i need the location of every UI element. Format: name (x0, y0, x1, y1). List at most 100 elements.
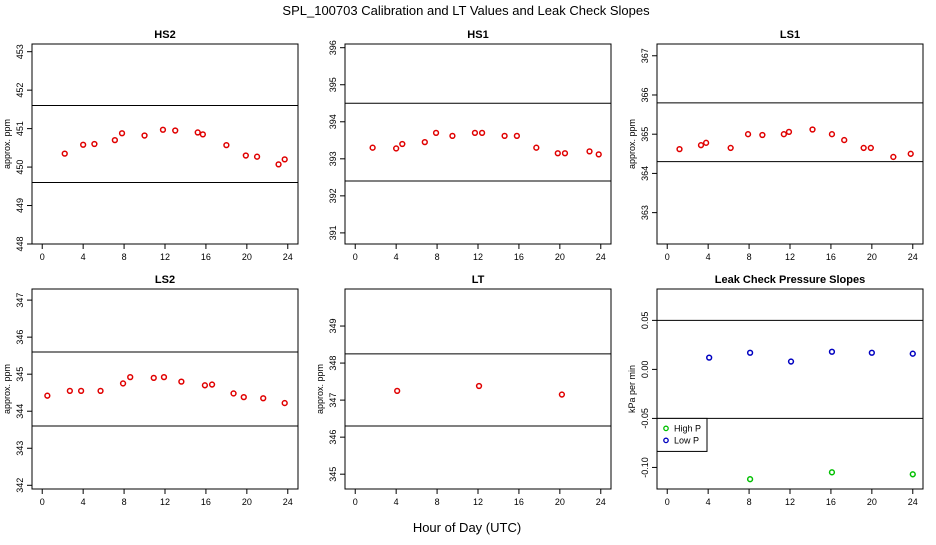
data-point (907, 150, 914, 157)
data-point (697, 142, 705, 149)
data-point (230, 390, 237, 397)
panel-2: LS1 0 4 8 12 16 20 24 363 364 365 366 367 approx. ppm (627, 29, 924, 262)
plot-frame (31, 43, 299, 245)
plot-frame (656, 288, 924, 490)
data-point (97, 387, 104, 395)
y-tick-label: 365 (640, 127, 650, 142)
y-tick-label: 364 (640, 166, 650, 181)
data-point (478, 129, 486, 137)
panel-1: HS1 0 4 8 12 16 20 24 391 392 393 394 395 396 (328, 29, 612, 262)
data-point (890, 153, 897, 161)
y-axis-label: approx. ppm (2, 119, 12, 169)
panel-4: LT 0 4 8 12 16 20 24 345 346 347 348 349 approx. ppm (315, 274, 612, 507)
data-point (746, 476, 754, 483)
data-point (558, 391, 566, 398)
y-tick-label: 349 (328, 319, 338, 334)
panel-title: LT (472, 274, 485, 286)
x-tick-label: 4 (81, 497, 86, 507)
panel-title: HS2 (154, 29, 175, 41)
data-point (421, 138, 428, 146)
x-tick-label: 24 (596, 497, 606, 507)
data-point (909, 471, 916, 478)
data-point (867, 144, 874, 152)
data-point (159, 126, 167, 133)
plot-frame (656, 43, 924, 245)
data-point (160, 373, 168, 381)
panel-title: LS2 (155, 274, 175, 286)
y-tick-label: 346 (328, 430, 338, 445)
x-tick-label: 12 (160, 252, 170, 262)
y-tick-label: 366 (640, 87, 650, 102)
data-point (471, 129, 479, 137)
legend-marker (663, 425, 669, 432)
x-tick-label: 12 (785, 497, 795, 507)
data-point (91, 140, 98, 148)
y-axis-label: kPa per min (627, 365, 637, 413)
x-tick-label: 4 (706, 497, 711, 507)
x-tick-label: 8 (122, 497, 127, 507)
data-point (80, 141, 87, 148)
y-tick-label: 394 (328, 114, 338, 129)
panel-title: Leak Check Pressure Slopes (715, 274, 865, 286)
x-tick-label: 16 (201, 497, 211, 507)
data-point (595, 151, 602, 158)
y-tick-label: 0.05 (640, 312, 650, 330)
data-point (475, 382, 483, 390)
y-tick-label: 451 (15, 121, 25, 136)
y-tick-label: 342 (15, 478, 25, 493)
data-point (841, 136, 848, 144)
legend-label: Low P (674, 435, 699, 445)
data-point (199, 131, 207, 138)
panel-title: HS1 (467, 29, 488, 41)
x-tick-label: 20 (555, 252, 565, 262)
data-point (860, 144, 867, 152)
y-tick-label: 345 (15, 367, 25, 382)
data-point (394, 387, 401, 395)
y-tick-label: 347 (15, 293, 25, 308)
x-tick-label: 16 (514, 252, 524, 262)
y-axis-label: approx. ppm (2, 364, 12, 414)
data-point (253, 153, 261, 160)
y-tick-label: 393 (328, 151, 338, 166)
y-tick-label: 453 (15, 44, 25, 59)
y-tick-label: 343 (15, 441, 25, 456)
x-tick-label: 12 (473, 252, 483, 262)
panel-0: HS2 0 4 8 12 16 20 24 448 449 450 451 452 453 approx. … (2, 29, 299, 262)
data-point (399, 140, 406, 148)
y-tick-label: 391 (328, 225, 338, 240)
data-point (141, 132, 148, 139)
y-tick-label: 363 (640, 205, 650, 220)
data-point (208, 381, 216, 388)
data-point (586, 148, 593, 155)
data-point (828, 131, 836, 138)
legend-box (656, 417, 708, 452)
data-point (61, 150, 68, 157)
y-tick-label: 392 (328, 188, 338, 203)
data-point (449, 132, 456, 140)
y-tick-label: 450 (15, 160, 25, 175)
x-tick-label: 20 (867, 252, 877, 262)
y-tick-label: 346 (15, 330, 25, 345)
data-point (744, 131, 752, 138)
data-point (676, 145, 683, 153)
y-axis-label: approx. ppm (627, 119, 637, 169)
data-point (780, 131, 788, 138)
panel-5: Leak Check Pressure Slopes 0 4 8 12 16 20 24 -0.… (627, 274, 924, 507)
data-point (281, 399, 288, 407)
y-tick-label: 452 (15, 83, 25, 98)
panel-3: LS2 0 4 8 12 16 20 24 342 343 344 345 346 347 approx. … (2, 274, 299, 507)
data-point (240, 393, 247, 401)
x-tick-label: 8 (435, 252, 440, 262)
x-tick-label: 0 (40, 252, 45, 262)
data-point (172, 127, 179, 134)
data-point (77, 387, 85, 395)
data-point (275, 161, 282, 168)
y-tick-label: 448 (15, 236, 25, 251)
data-point (432, 129, 440, 137)
data-point (194, 129, 201, 136)
x-tick-label: 12 (785, 252, 795, 262)
x-tick-label: 4 (394, 252, 399, 262)
x-tick-label: 20 (242, 252, 252, 262)
x-tick-label: 16 (201, 252, 211, 262)
